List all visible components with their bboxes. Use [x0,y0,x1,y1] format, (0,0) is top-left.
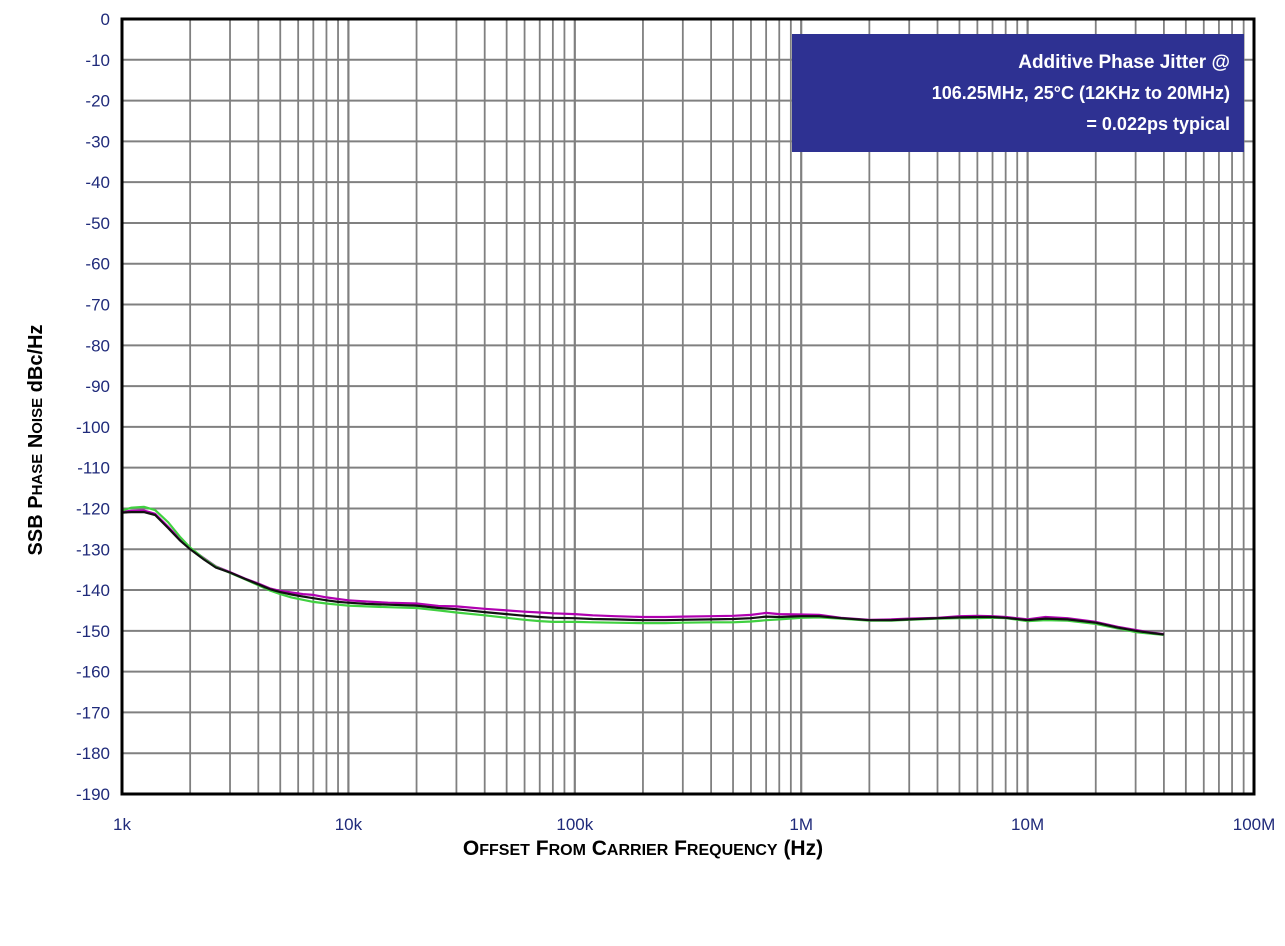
y-tick-label: -10 [85,51,110,70]
jitter-annotation: Additive Phase Jitter @ 106.25MHz, 25°C … [792,34,1244,152]
x-tick-label: 100M [1233,815,1276,834]
x-tick-labels: 1k 10k 100k 1M 10M 100M [113,815,1275,834]
x-tick-label: 1k [113,815,131,834]
series-layer [121,505,1165,636]
y-axis-label: SSB PHASE NOISE dBc/Hz [25,325,47,556]
y-tick-label: -150 [76,622,110,641]
y-tick-label: -160 [76,663,110,682]
y-tick-label: -30 [85,132,110,151]
y-tick-label: -140 [76,581,110,600]
y-tick-label: -100 [76,418,110,437]
y-tick-label: -70 [85,296,110,315]
series-line-3 [121,510,1165,636]
plot-frame [120,17,1256,796]
annotation-line-3: = 0.022ps typical [1086,114,1230,134]
x-tick-label: 10k [335,815,363,834]
annotation-line-2: 106.25MHz, 25°C (12KHz to 20MHz) [932,83,1230,103]
y-tick-label: -190 [76,785,110,804]
y-tick-label: -60 [85,255,110,274]
x-tick-label: 100k [556,815,593,834]
y-tick-label: 0 [101,10,110,29]
x-axis-label: OFFSET FROM CARRIER FREQUENCY (Hz) [463,837,823,860]
y-tick-label: -170 [76,703,110,722]
y-tick-label: -110 [77,459,110,478]
annotation-box [792,34,1244,152]
y-tick-label: -20 [85,92,110,111]
y-tick-label: -180 [76,744,110,763]
y-tick-labels: 0 -10 -20 -30 -40 -50 -60 -70 -80 -90 -100 -110 -120… [76,10,110,804]
y-tick-label: -40 [85,173,110,192]
x-tick-label: 1M [789,815,813,834]
y-tick-label: -90 [85,377,110,396]
y-tick-label: -50 [85,214,110,233]
annotation-line-1: Additive Phase Jitter @ [1018,52,1230,73]
y-tick-label: -130 [76,540,110,559]
y-tick-label: -120 [76,499,110,518]
y-tick-label: -80 [85,336,110,355]
x-tick-label: 10M [1011,815,1044,834]
